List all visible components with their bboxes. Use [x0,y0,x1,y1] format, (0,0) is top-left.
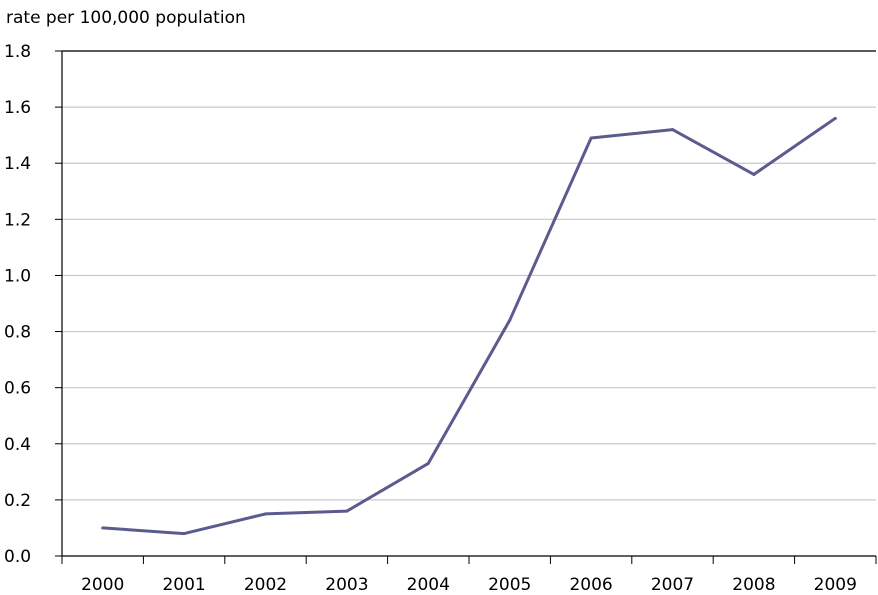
data-point [101,526,105,530]
y-tick-label: 0.8 [4,323,31,343]
y-tick-label: 0.4 [4,435,31,455]
x-tick-label: 2009 [814,575,857,595]
x-tick-label: 2003 [325,575,368,595]
series-line [102,117,837,536]
y-tick-label: 1.0 [4,266,31,286]
gridlines [62,50,876,501]
x-tick-label: 2001 [162,575,205,595]
x-tick-label: 2004 [407,575,450,595]
x-tick-label: 2007 [651,575,694,595]
y-tick-label: 1.6 [4,98,31,118]
x-tick-label: 2000 [81,575,124,595]
y-axis-label: rate per 100,000 population [6,8,246,28]
y-axis-ticks: 0.0 0.2 0.4 0.6 0.8 1.0 1.2 1.4 1.6 1.8 [4,42,62,567]
data-point [508,318,512,322]
data-point [833,116,837,120]
series-layer [101,116,837,536]
y-tick-label: 1.4 [4,154,31,174]
x-axis-ticks: 2000 2001 2002 2003 2004 2005 2006 2007 2008 2009 [61,556,877,595]
y-tick-label: 0.6 [4,379,31,399]
axes [61,50,876,557]
y-tick-label: 0.2 [4,491,31,511]
data-point [589,136,593,140]
y-tick-label: 0.0 [4,547,31,567]
data-point [182,532,186,536]
data-point [671,128,674,132]
y-tick-label: 1.8 [4,42,31,62]
data-point [345,509,349,513]
data-point [426,461,430,465]
x-tick-label: 2005 [488,575,531,595]
data-point [752,172,756,176]
x-tick-label: 2006 [569,575,612,595]
x-tick-label: 2002 [244,575,287,595]
x-tick-label: 2008 [732,575,775,595]
y-tick-label: 1.2 [4,210,31,230]
data-point [264,512,267,516]
